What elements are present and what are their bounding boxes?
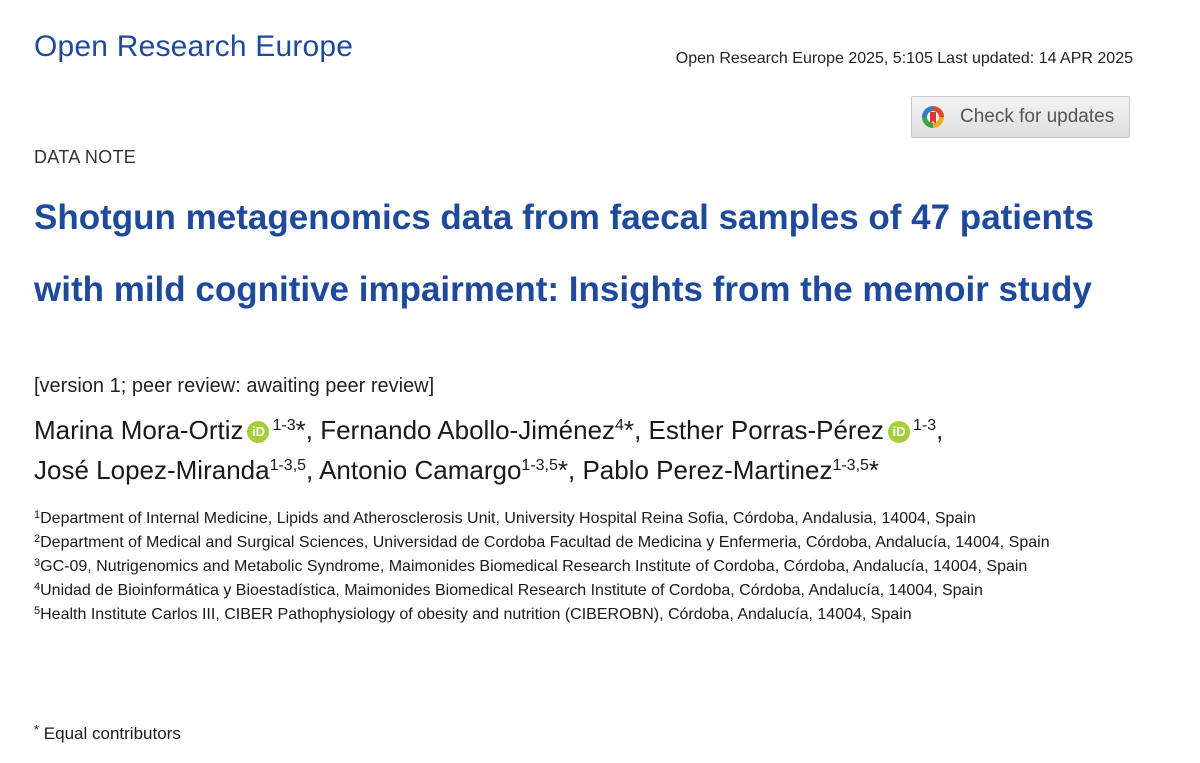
author-name[interactable]: Pablo Perez-Martinez bbox=[582, 455, 833, 485]
author-separator: , bbox=[634, 415, 649, 445]
affiliation-item: 3GC-09, Nutrigenomics and Metabolic Synd… bbox=[34, 555, 1154, 579]
affiliation-item: 4Unidad de Bioinformática y Bioestadísti… bbox=[34, 579, 1154, 603]
affiliation-item: 2Department of Medical and Surgical Scie… bbox=[34, 531, 1154, 555]
affiliation-number: 1 bbox=[34, 509, 41, 521]
author-name[interactable]: Esther Porras-Pérez bbox=[648, 415, 885, 445]
affiliation-text: Department of Internal Medicine, Lipids … bbox=[40, 510, 976, 527]
author-mark: * bbox=[295, 415, 306, 445]
orcid-icon[interactable]: iD bbox=[888, 421, 911, 443]
check-for-updates-label: Check for updates bbox=[960, 106, 1115, 127]
author-separator: , bbox=[568, 455, 583, 485]
author-mark: * bbox=[868, 455, 880, 485]
author-name[interactable]: Fernando Abollo-Jiménez bbox=[320, 415, 616, 445]
affiliation-text: GC-09, Nutrigenomics and Metabolic Syndr… bbox=[40, 558, 1028, 575]
author-mark: * bbox=[623, 415, 635, 445]
author-separator: , bbox=[305, 415, 321, 445]
footnote-mark: * bbox=[34, 722, 40, 737]
affiliation-number: 2 bbox=[34, 533, 41, 545]
author-separator: , bbox=[306, 455, 320, 485]
author-list: Marina Mora-Ortiz iD 1-3*, Fernando Abollo… bbox=[34, 410, 1154, 490]
version-status: [version 1; peer review: awaiting peer r… bbox=[34, 375, 435, 397]
author-affil-ref: 1-3 bbox=[913, 417, 937, 434]
journal-name[interactable]: Open Research Europe bbox=[34, 30, 354, 63]
article-type: DATA NOTE bbox=[34, 147, 137, 167]
check-for-updates-button[interactable]: Check for updates bbox=[911, 96, 1130, 138]
author-affil-ref: 1-3,5 bbox=[832, 457, 869, 474]
author-separator: , bbox=[936, 415, 944, 445]
author-affil-ref: 1-3,5 bbox=[521, 457, 558, 474]
affiliation-text: Health Institute Carlos III, CIBER Patho… bbox=[40, 606, 912, 623]
article-title: Shotgun metagenomics data from faecal sa… bbox=[34, 198, 1094, 309]
author-affil-ref: 1-3,5 bbox=[269, 457, 307, 474]
author-name[interactable]: Marina Mora-Ortiz bbox=[34, 415, 244, 445]
author-mark: * bbox=[557, 455, 568, 485]
orcid-icon[interactable]: iD bbox=[247, 421, 270, 443]
affiliation-number: 4 bbox=[34, 581, 41, 593]
author-affil-ref: 4 bbox=[615, 417, 624, 434]
affiliation-number: 3 bbox=[34, 557, 41, 569]
affiliation-text: Unidad de Bioinformática y Bioestadístic… bbox=[40, 582, 983, 599]
author-name[interactable]: José Lopez-Miranda bbox=[34, 455, 270, 485]
equal-contributors-note: * Equal contributors bbox=[34, 722, 181, 744]
crossmark-icon bbox=[922, 106, 944, 128]
affiliation-list: 1Department of Internal Medicine, Lipids… bbox=[34, 507, 1154, 627]
affiliation-number: 5 bbox=[34, 605, 41, 617]
author-name[interactable]: Antonio Camargo bbox=[319, 455, 522, 485]
affiliation-item: 1Department of Internal Medicine, Lipids… bbox=[34, 507, 1154, 531]
affiliation-text: Department of Medical and Surgical Scien… bbox=[40, 534, 1050, 551]
footnote-text: Equal contributors bbox=[43, 724, 181, 743]
citation-line: Open Research Europe 2025, 5:105 Last up… bbox=[675, 50, 1133, 67]
affiliation-item: 5Health Institute Carlos III, CIBER Path… bbox=[34, 603, 1154, 627]
author-affil-ref: 1-3 bbox=[272, 417, 296, 434]
